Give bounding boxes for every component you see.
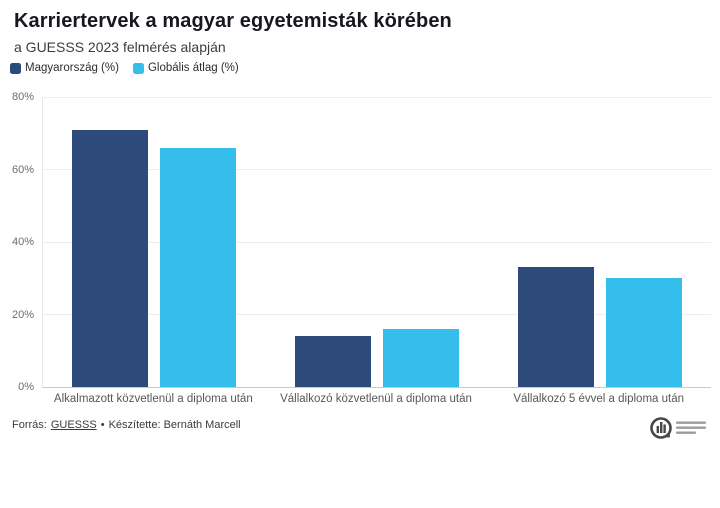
x-category-label-1: Alkalmazott közvetlenül a diploma után [53, 393, 253, 405]
x-category-label-2: Vállalkozó közvetlenül a diploma után [280, 393, 472, 405]
legend-label-global: Globális átlag (%) [147, 62, 239, 74]
brand-logo [650, 417, 706, 439]
bar-hungary-group3 [517, 267, 594, 387]
y-tick-label-80: 80% [11, 91, 34, 103]
source-prefix: Forrás: [12, 419, 47, 431]
legend-swatch-global [132, 62, 144, 74]
legend-swatch-hungary [10, 62, 21, 74]
footer-credit: Készítette: Bernáth Marcell [108, 419, 241, 431]
bar-global-group2 [383, 329, 459, 387]
y-tick-label-20: 20% [11, 308, 34, 321]
footer: Forrás: GUESSS • Készítette: Bernáth Marcel… [12, 419, 241, 431]
gridline-80 [43, 96, 711, 98]
page-subtitle: a GUESSS 2023 felmérés alapján [14, 39, 226, 55]
chart: 0% 20% 40% 60% 80% Alkalmazott közvetlenül a … [0, 90, 720, 420]
legend-item-global: Globális átlag (%) [132, 62, 239, 74]
logo-mark [650, 417, 672, 439]
footer-separator: • [100, 419, 105, 431]
logo-text-lines [676, 421, 706, 434]
bar-global-group1 [160, 147, 237, 387]
page-title: Karriertervek a magyar egyetemisták köré… [14, 10, 452, 32]
gridline-20 [43, 314, 711, 315]
gridline-60 [43, 169, 711, 170]
legend: Magyarország (%) Globális átlag (%) [10, 62, 239, 74]
y-tick-label-0: 0% [18, 381, 34, 393]
source-link[interactable]: GUESSS [50, 419, 97, 431]
legend-label-hungary: Magyarország (%) [25, 62, 119, 74]
bar-global-group3 [605, 278, 682, 387]
x-category-label-3: Vállalkozó 5 évvel a diploma után [513, 393, 684, 405]
plot-area [42, 96, 711, 388]
bar-hungary-group2 [295, 336, 371, 387]
gridline-40 [43, 241, 711, 243]
legend-item-hungary: Magyarország (%) [10, 62, 119, 74]
y-tick-label-40: 40% [11, 236, 34, 248]
y-tick-label-60: 60% [11, 163, 34, 176]
bar-hungary-group1 [72, 129, 149, 387]
